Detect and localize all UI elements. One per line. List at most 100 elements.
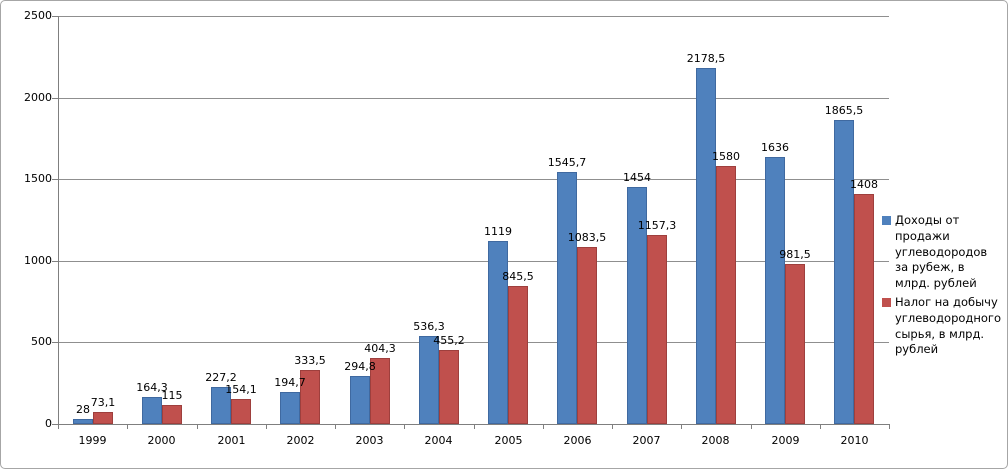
y-axis-labels: 0 500 1000 1500 2000 2500 <box>1 9 52 430</box>
bar-label-series1-2006: 1545,7 <box>547 156 587 169</box>
bar-series2-2001 <box>231 399 251 424</box>
bar-label-series1-2010: 1865,5 <box>824 104 864 117</box>
x-tick-6 <box>474 425 475 429</box>
x-axis-label-2001: 2001 <box>217 434 246 447</box>
x-tick-9 <box>681 425 682 429</box>
x-axis-label-2004: 2004 <box>424 434 453 447</box>
gridline-1000 <box>58 261 889 262</box>
y-tick-2000 <box>52 98 58 99</box>
plot-area: 28 73,1 164,3 115 227,2 154,1 194,7 333,5 294,8 4… <box>58 16 889 424</box>
x-tick-3 <box>266 425 267 429</box>
legend-swatch-1 <box>882 216 891 225</box>
bar-series2-2003 <box>370 358 390 424</box>
x-tick-8 <box>612 425 613 429</box>
y-axis-label-1000: 1000 <box>24 254 52 267</box>
bar-series1-2002 <box>280 392 300 424</box>
legend-label-1: Доходы от продажи углеводородов за рубеж… <box>895 213 988 291</box>
bar-label-series1-2004: 536,3 <box>413 320 445 333</box>
y-axis-label-0: 0 <box>45 417 52 430</box>
x-axis-label-2002: 2002 <box>286 434 315 447</box>
gridline-1500 <box>58 179 889 180</box>
y-tick-2500 <box>52 16 58 17</box>
bar-label-series1-2001: 227,2 <box>205 371 237 384</box>
bar-label-series1-1999: 28 <box>76 403 90 416</box>
x-axis-label-2005: 2005 <box>494 434 523 447</box>
bar-label-series1-2009: 1636 <box>761 141 789 154</box>
bar-series2-2002 <box>300 370 320 424</box>
y-tick-1500 <box>52 179 58 180</box>
x-tick-5 <box>404 425 405 429</box>
bar-label-series2-2006: 1083,5 <box>567 231 607 244</box>
bar-series1-2001 <box>211 387 231 424</box>
legend-item-2: Налог на добычу углеводородного сырья, в… <box>882 295 1002 358</box>
x-tick-2 <box>197 425 198 429</box>
gridline-500 <box>58 342 889 343</box>
bar-label-series2-2002: 333,5 <box>294 354 326 367</box>
bar-series1-2008 <box>696 68 716 424</box>
bar-label-series2-1999: 73,1 <box>90 396 116 409</box>
bar-label-series2-2007: 1157,3 <box>637 219 677 232</box>
bar-label-series2-2009: 981,5 <box>779 248 811 261</box>
y-axis-label-2000: 2000 <box>24 91 52 104</box>
bar-label-series1-2005: 1119 <box>484 225 512 238</box>
bar-label-series2-2010: 1408 <box>850 178 878 191</box>
y-tick-500 <box>52 342 58 343</box>
bar-label-series2-2001: 154,1 <box>225 383 257 396</box>
bar-series2-2010 <box>854 194 874 424</box>
y-tick-1000 <box>52 261 58 262</box>
bar-label-series2-2003: 404,3 <box>364 342 396 355</box>
x-axis-label-2006: 2006 <box>563 434 592 447</box>
bar-label-series2-2005: 845,5 <box>502 270 534 283</box>
x-tick-12 <box>889 425 890 429</box>
x-tick-10 <box>751 425 752 429</box>
x-axis-label-2003: 2003 <box>355 434 384 447</box>
x-axis-label-2007: 2007 <box>632 434 661 447</box>
y-axis-label-500: 500 <box>31 335 52 348</box>
bar-series2-2005 <box>508 286 528 424</box>
bar-label-series1-2000: 164,3 <box>136 381 168 394</box>
x-axis-label-2009: 2009 <box>771 434 800 447</box>
x-axis-label-2008: 2008 <box>701 434 730 447</box>
x-tick-7 <box>543 425 544 429</box>
x-axis-label-2010: 2010 <box>840 434 869 447</box>
y-tick-0 <box>52 424 58 425</box>
bar-label-series2-2008: 1580 <box>712 150 740 163</box>
bar-series1-2006 <box>557 172 577 424</box>
gridline-2500 <box>58 16 889 17</box>
bar-series1-2007 <box>627 187 647 424</box>
bar-label-series1-2008: 2178,5 <box>686 52 726 65</box>
bar-label-series1-2002: 194,7 <box>274 376 306 389</box>
x-axis-labels: 1999 2000 2001 2002 2003 2004 2005 2006 2007 2008… <box>58 434 889 450</box>
bar-series2-2007 <box>647 235 667 424</box>
bar-label-series1-2003: 294,8 <box>344 360 376 373</box>
bar-series2-1999 <box>93 412 113 424</box>
x-axis-line <box>58 424 890 425</box>
x-axis-label-1999: 1999 <box>78 434 107 447</box>
bar-series2-2006 <box>577 247 597 424</box>
bar-series1-2004 <box>419 336 439 424</box>
legend-swatch-2 <box>882 297 891 307</box>
bar-label-series2-2000: 115 <box>161 389 183 402</box>
gridline-2000 <box>58 98 889 99</box>
bar-series1-2010 <box>834 120 854 424</box>
bar-label-series1-2007: 1454 <box>623 171 651 184</box>
x-tick-1 <box>127 425 128 429</box>
bar-series1-2000 <box>142 397 162 424</box>
chart-legend: Доходы от продажи углеводородов за рубеж… <box>882 213 1002 361</box>
x-tick-11 <box>820 425 821 429</box>
x-axis-label-2000: 2000 <box>147 434 176 447</box>
bar-series1-2005 <box>488 241 508 424</box>
y-axis-label-1500: 1500 <box>24 172 52 185</box>
bar-series1-2003 <box>350 376 370 424</box>
bar-series1-2009 <box>765 157 785 424</box>
legend-label-2: Налог на добычу углеводородного сырья, в… <box>895 294 1001 357</box>
bar-series2-2000 <box>162 405 182 424</box>
bar-label-series2-2004: 455,2 <box>433 334 465 347</box>
y-axis-label-2500: 2500 <box>24 9 52 22</box>
y-axis-line <box>58 16 59 425</box>
x-tick-0 <box>58 425 59 429</box>
x-tick-4 <box>335 425 336 429</box>
bar-series2-2008 <box>716 166 736 424</box>
bar-series2-2009 <box>785 264 805 424</box>
